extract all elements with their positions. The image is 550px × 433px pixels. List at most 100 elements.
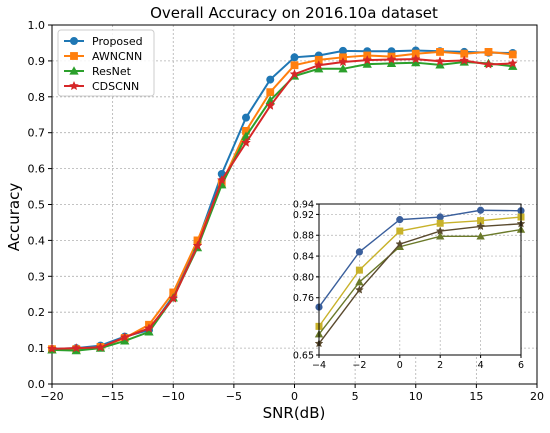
legend-entry: Proposed bbox=[64, 35, 143, 48]
data-point bbox=[290, 61, 299, 70]
data-point bbox=[386, 54, 397, 64]
data-point bbox=[241, 137, 251, 147]
inset-y-tick-label: 0.94 bbox=[293, 200, 314, 211]
legend-box bbox=[57, 29, 155, 97]
inset-data-point bbox=[476, 231, 485, 240]
legend-marker bbox=[69, 66, 79, 75]
data-point bbox=[484, 48, 493, 56]
y-tick-label: 0.6 bbox=[28, 163, 46, 176]
x-tick-label: 20 bbox=[530, 390, 544, 403]
inset-x-tick-label: 4 bbox=[478, 360, 484, 371]
data-point bbox=[508, 50, 517, 59]
inset-data-point bbox=[476, 221, 486, 231]
y-tick-label: 0.0 bbox=[28, 378, 46, 391]
y-tick-label: 0.4 bbox=[28, 234, 46, 247]
x-tick-label: −5 bbox=[226, 390, 242, 403]
series-group bbox=[47, 46, 518, 355]
legend-entry: ResNet bbox=[64, 65, 132, 78]
legend-marker bbox=[70, 37, 79, 46]
inset-data-point bbox=[396, 216, 404, 224]
data-point bbox=[483, 59, 494, 69]
x-axis-title: SNR(dB) bbox=[263, 404, 326, 422]
data-point bbox=[436, 48, 444, 56]
y-tick-label: 0.5 bbox=[28, 199, 46, 212]
data-point bbox=[71, 342, 82, 353]
legend-label: CDSCNN bbox=[92, 80, 139, 93]
inset-y-tick-label: 0.76 bbox=[293, 293, 314, 304]
inset-x-tick-label: −2 bbox=[352, 360, 366, 371]
inset-data-point bbox=[436, 219, 444, 227]
y-axis-title: Accuracy bbox=[5, 183, 23, 252]
axes: −20 −15 −10 −5 0 5 10 15 20 0.0 0.1 0.2 0.3 0.4 0.5 0.6… bbox=[28, 19, 545, 403]
data-point bbox=[338, 46, 347, 55]
inset-data-point bbox=[355, 266, 363, 274]
data-point bbox=[144, 323, 154, 333]
legend-marker bbox=[70, 52, 78, 60]
inset-series bbox=[314, 219, 526, 348]
x-tick-label: 15 bbox=[469, 390, 483, 403]
inset-x-tick-label: 6 bbox=[518, 360, 524, 371]
data-point bbox=[266, 88, 275, 97]
inset-series-line bbox=[318, 223, 522, 344]
inset-y-tick-label: 0.80 bbox=[293, 272, 314, 283]
data-point bbox=[338, 56, 348, 67]
x-tick-label: −10 bbox=[162, 390, 185, 403]
inset-data-point bbox=[355, 248, 363, 256]
data-point bbox=[410, 53, 421, 64]
x-tick-label: −20 bbox=[40, 390, 63, 403]
inset-data-point bbox=[396, 227, 404, 235]
x-tick-label: −15 bbox=[101, 390, 124, 403]
data-point bbox=[290, 53, 299, 62]
x-tick-label: 5 bbox=[352, 390, 359, 403]
inset-x-tick-label: 0 bbox=[397, 360, 403, 371]
inset-y-tick-label: 0.65 bbox=[293, 351, 314, 362]
inset-y-tick-label: 0.88 bbox=[293, 231, 314, 242]
y-tick-label: 0.3 bbox=[28, 270, 46, 283]
legend: Proposed AWNCNN ResNet CDSCNN bbox=[57, 29, 155, 97]
inset-y-tick-label: 0.84 bbox=[293, 252, 314, 263]
y-tick-label: 1.0 bbox=[28, 19, 46, 32]
series-cdscnn bbox=[47, 53, 518, 353]
y-tick-label: 0.1 bbox=[28, 342, 46, 355]
data-point bbox=[289, 69, 300, 79]
data-point bbox=[216, 174, 227, 185]
data-point bbox=[507, 58, 518, 68]
data-point bbox=[435, 56, 445, 66]
legend-entry: CDSCNN bbox=[64, 80, 139, 93]
data-point bbox=[266, 75, 275, 84]
inset-series-line bbox=[318, 216, 522, 327]
inset-data-point bbox=[395, 239, 405, 248]
y-tick-label: 0.8 bbox=[28, 91, 46, 104]
x-tick-label: 10 bbox=[409, 390, 423, 403]
legend-entry: AWNCNN bbox=[64, 50, 142, 63]
inset-data-point bbox=[354, 285, 364, 294]
data-point bbox=[168, 293, 179, 303]
data-point bbox=[95, 342, 106, 352]
inset-series-line bbox=[318, 228, 522, 335]
legend-label: AWNCNN bbox=[92, 50, 142, 63]
inset-frame bbox=[318, 203, 522, 356]
data-point bbox=[241, 113, 250, 122]
chart-title: Overall Accuracy on 2016.10a dataset bbox=[150, 4, 438, 22]
inset-data-point bbox=[435, 226, 445, 235]
data-point bbox=[192, 240, 203, 250]
inset-x-tick-label: 2 bbox=[437, 360, 443, 371]
inset-y-tick-label: 0.92 bbox=[293, 210, 314, 221]
data-point bbox=[47, 343, 57, 353]
inset-data-point bbox=[476, 206, 485, 214]
y-tick-label: 0.2 bbox=[28, 306, 46, 319]
data-point bbox=[338, 64, 348, 73]
inset-series bbox=[315, 206, 525, 311]
legend-label: ResNet bbox=[92, 65, 132, 78]
series-line bbox=[51, 60, 513, 352]
y-tick-label: 0.9 bbox=[28, 55, 46, 68]
inset-data-point bbox=[436, 213, 444, 221]
inset-data-point bbox=[436, 231, 445, 240]
data-point bbox=[459, 55, 470, 65]
data-point bbox=[265, 100, 276, 110]
inset-data-point bbox=[355, 277, 364, 286]
legend-marker bbox=[69, 80, 79, 91]
legend-label: Proposed bbox=[92, 35, 143, 48]
data-point bbox=[362, 55, 373, 65]
